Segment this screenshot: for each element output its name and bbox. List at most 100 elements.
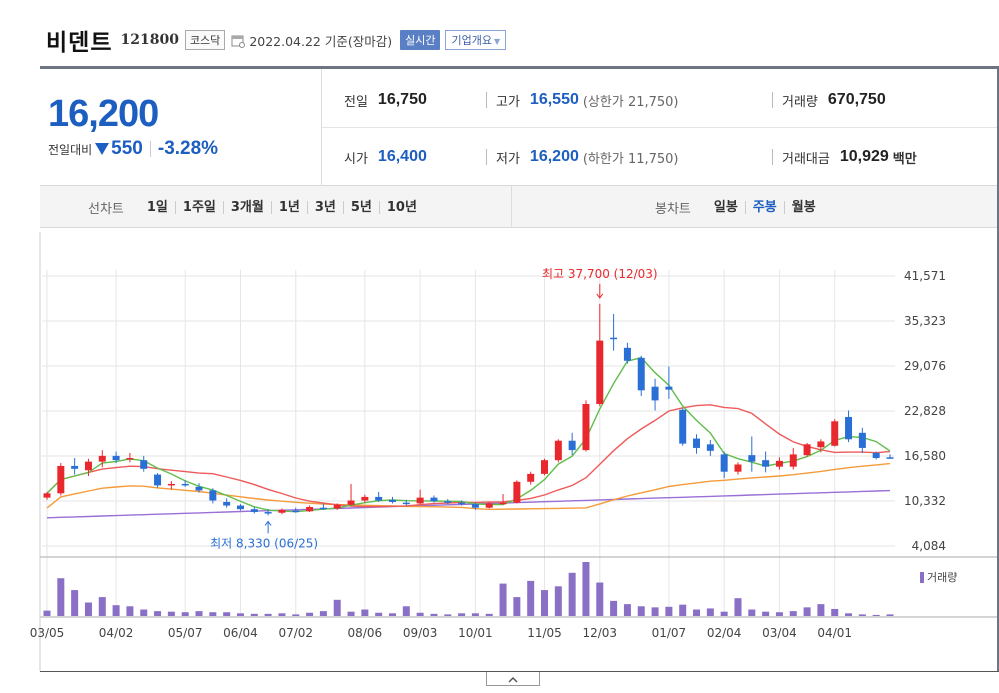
candle-chart-periods: 봉차트 일봉 주봉 월봉 (512, 186, 823, 228)
candle-body (693, 438, 701, 448)
volume-bar (665, 606, 673, 616)
volume-bar (582, 562, 590, 616)
high-value: 16,550 (529, 91, 579, 108)
candle-body (845, 416, 853, 440)
change-row: 전일대비 550 -3.28% (48, 138, 218, 160)
volume-bar (623, 604, 631, 616)
candle-body (803, 444, 811, 456)
ma5-line (46, 356, 891, 513)
trade-value-unit: 백만 (892, 151, 917, 167)
chevron-down-icon: ▼ (493, 37, 501, 46)
candle-body (748, 455, 756, 462)
candle-body (471, 504, 479, 508)
volume-bar (748, 609, 756, 616)
candle-body (195, 486, 203, 491)
volume-bar (817, 604, 825, 616)
x-tick-label: 03/05 (30, 626, 65, 640)
volume-bar (264, 613, 272, 616)
x-tick-label: 06/04 (223, 626, 258, 640)
candle-body (333, 504, 341, 509)
volume-bar (568, 572, 576, 616)
divider (772, 92, 773, 108)
volume-bar (209, 612, 217, 616)
period-1w[interactable]: 1주일 (176, 200, 224, 214)
candle-weekly[interactable]: 주봉 (746, 200, 785, 214)
stock-header: 비덴트 121800 코스닥 2022.04.22 기준(장마감) 실시간 기업… (46, 26, 507, 56)
collapse-button[interactable] (486, 672, 540, 686)
volume-bar (154, 611, 162, 616)
volume-bar (250, 613, 258, 616)
volume-bar (98, 597, 106, 616)
x-tick-label: 05/07 (168, 626, 203, 640)
upper-limit: (상한가 21,750) (582, 94, 679, 110)
candle-body (734, 464, 742, 472)
company-overview-button[interactable]: 기업개요 ▼ (445, 30, 507, 50)
x-tick-label: 03/04 (762, 626, 797, 640)
volume-bar (679, 604, 687, 616)
y-tick-label: 29,076 (904, 359, 946, 373)
candle-body (347, 500, 355, 505)
volume-bar (388, 613, 396, 616)
volume-bar (126, 606, 134, 616)
volume-bar (693, 609, 701, 616)
period-3y[interactable]: 3년 (308, 200, 344, 214)
candle-body (140, 460, 148, 469)
volume-bar (858, 614, 866, 616)
candle-body (886, 457, 894, 459)
volume-bar (223, 612, 231, 616)
ma120-line (46, 489, 891, 519)
low-price: 저가 16,200 (하한가 11,750) (496, 147, 679, 167)
low-value: 16,200 (529, 148, 579, 165)
candle-body (126, 458, 134, 460)
candle-monthly[interactable]: 월봉 (791, 199, 816, 215)
divider (772, 149, 773, 165)
open-label: 시가 (344, 151, 368, 167)
x-tick-label: 04/02 (99, 626, 134, 640)
volume-bar (789, 611, 797, 616)
realtime-button[interactable]: 실시간 (400, 30, 441, 50)
candle-body (582, 403, 590, 451)
candle-body (292, 510, 300, 513)
volume-bar (236, 613, 244, 616)
candle-body (720, 454, 728, 472)
candle-body (444, 501, 452, 503)
period-5y[interactable]: 5년 (344, 200, 380, 214)
volume-bar (596, 582, 604, 616)
period-10y[interactable]: 10년 (386, 199, 417, 215)
candle-daily[interactable]: 일봉 (707, 200, 746, 214)
candle-body (623, 347, 631, 361)
company-overview-label: 기업개요 (451, 34, 492, 47)
volume-value: 670,750 (827, 91, 886, 108)
volume-label: 거래량 (782, 94, 818, 110)
candle-body (651, 386, 659, 401)
volume-bar (775, 612, 783, 616)
volume-bar (872, 614, 880, 616)
trade-value-value: 10,929 (839, 148, 889, 165)
y-tick-label: 10,332 (904, 494, 946, 508)
candle-body (43, 493, 51, 498)
volume-bar (734, 598, 742, 616)
volume-bar (499, 583, 507, 616)
high-annotation: 최고 37,700 (12/03) (542, 267, 658, 281)
x-tick-label: 11/05 (527, 626, 562, 640)
prev-close-label: 전일 (344, 94, 368, 110)
volume-bar (610, 600, 618, 616)
current-price-box: 16,200 전일대비 550 -3.28% (40, 69, 322, 186)
volume-bar (416, 612, 424, 616)
period-3m[interactable]: 3개월 (224, 200, 272, 214)
candle-body (375, 496, 383, 501)
y-tick-label: 35,323 (904, 314, 946, 328)
period-1d[interactable]: 1일 (140, 200, 176, 214)
row-divider (322, 127, 999, 128)
period-1y[interactable]: 1년 (272, 200, 308, 214)
volume-bar (485, 613, 493, 616)
candle-body (527, 473, 535, 482)
divider (486, 149, 487, 165)
candle-body (568, 440, 576, 451)
open-value: 16,400 (377, 148, 427, 165)
volume-bar (181, 612, 189, 616)
candle-body (458, 502, 466, 505)
candle-body (541, 460, 549, 474)
x-tick-label: 04/01 (817, 626, 852, 640)
